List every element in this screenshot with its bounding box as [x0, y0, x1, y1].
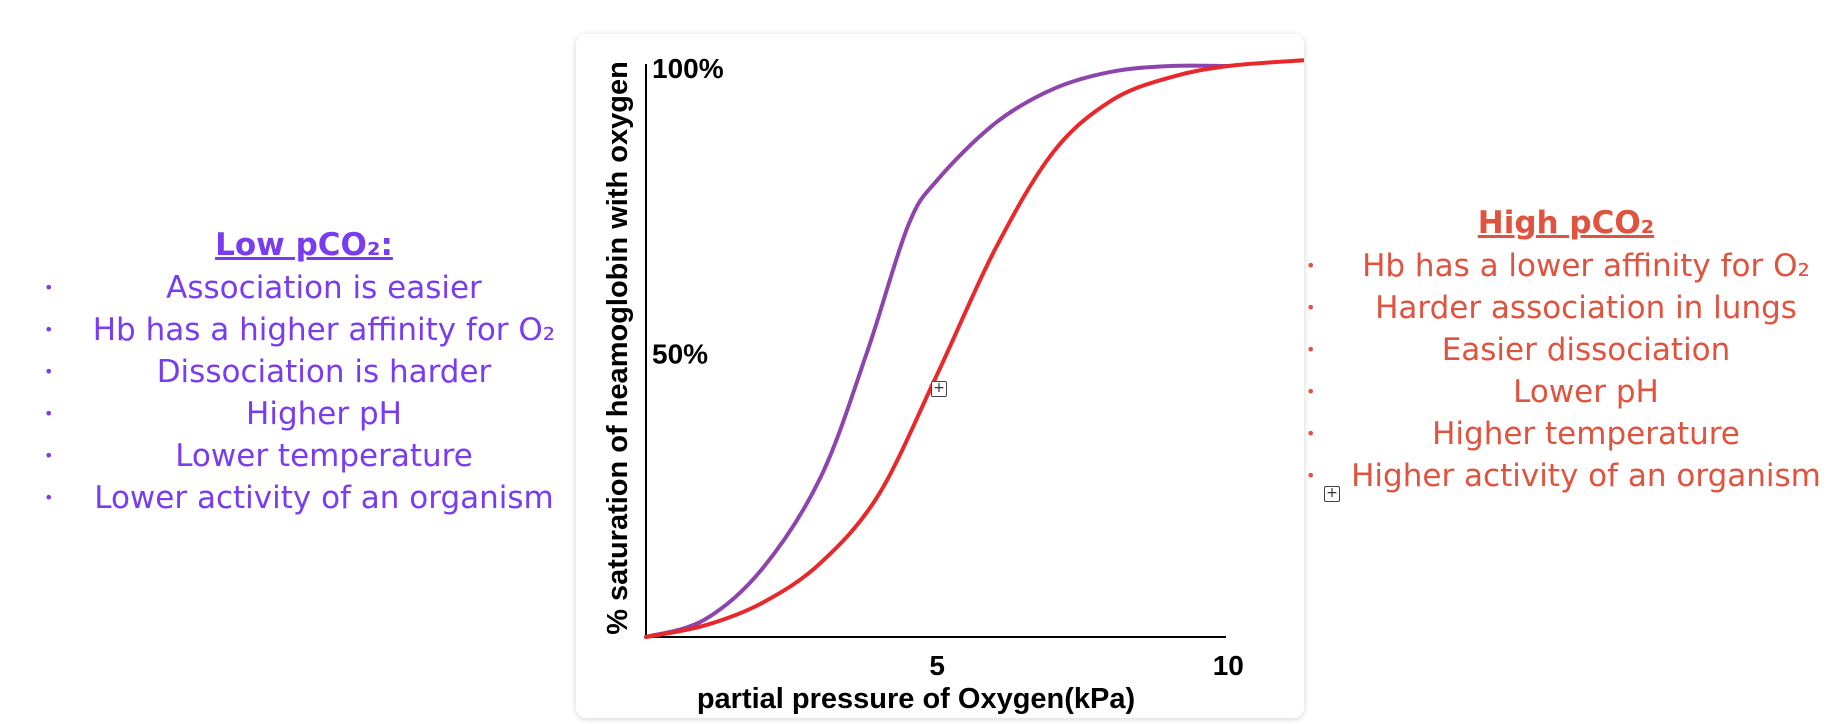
list-item: Higher pH	[44, 393, 564, 435]
list-item: Hb has a lower affinity for O₂	[1306, 245, 1826, 287]
y-tick-label: 50%	[652, 339, 708, 370]
x-axis-label: partial pressure of Oxygen(kPa)	[697, 683, 1135, 715]
chart-card: 5 10 50% 100% partial pressure of Oxygen(kP…	[576, 34, 1304, 718]
list-item: Harder association in lungs	[1306, 287, 1826, 329]
series-line-1	[644, 63, 1231, 639]
list-item: Easier dissociation	[1306, 329, 1826, 371]
resize-handle[interactable]: +	[931, 381, 947, 397]
list-item: Association is easier	[44, 267, 564, 309]
resize-handle[interactable]: +	[1324, 486, 1340, 502]
y-tick-label: 100%	[652, 53, 724, 84]
x-tick-label: 5	[929, 650, 945, 681]
list-item: Lower activity of an organism	[44, 477, 564, 519]
oxygen-dissociation-chart: 5 10 50% 100% partial pressure of Oxygen(kP…	[602, 53, 1304, 715]
low-pco2-list: Association is easier Hb has a higher af…	[44, 267, 564, 519]
high-pco2-list: Hb has a lower affinity for O₂ Harder as…	[1306, 245, 1826, 497]
list-item: Hb has a higher affinity for O₂	[44, 309, 564, 351]
list-item: Dissociation is harder	[44, 351, 564, 393]
low-pco2-title: Low pCO₂:	[215, 227, 393, 263]
y-axis-label: % saturation of heamoglobin with oxygen	[602, 61, 634, 635]
series-line-2	[644, 58, 1304, 639]
x-tick-label: 10	[1213, 650, 1244, 681]
low-pco2-panel: Low pCO₂: Association is easier Hb has a…	[44, 227, 564, 519]
tick-layer: 5 10 50% 100%	[652, 53, 1244, 681]
high-pco2-panel: High pCO₂ Hb has a lower affinity for O₂…	[1306, 205, 1826, 497]
list-item: Higher activity of an organism	[1306, 455, 1826, 497]
series-layer	[644, 58, 1304, 639]
list-item: Higher temperature	[1306, 413, 1826, 455]
list-item: Lower temperature	[44, 435, 564, 477]
high-pco2-title: High pCO₂	[1477, 205, 1655, 241]
list-item: Lower pH	[1306, 371, 1826, 413]
